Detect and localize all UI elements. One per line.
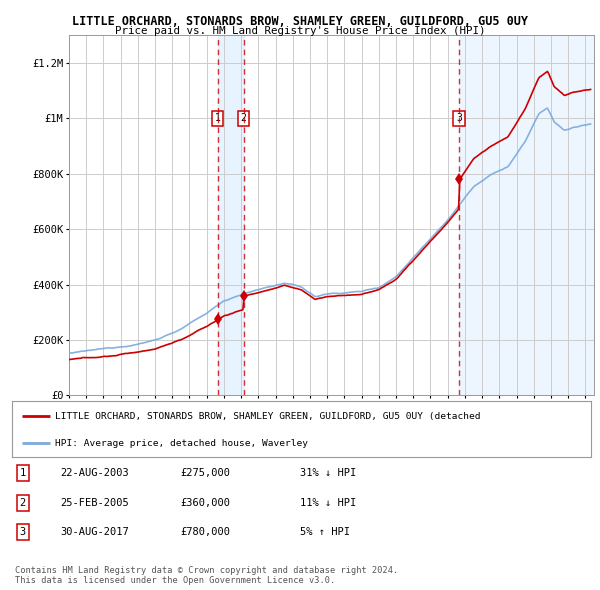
Bar [459,35,594,395]
Text: £360,000: £360,000 [180,498,230,507]
Text: 3: 3 [20,527,26,537]
Text: 1: 1 [20,468,26,478]
Text: £275,000: £275,000 [180,468,230,478]
Text: LITTLE ORCHARD, STONARDS BROW, SHAMLEY GREEN, GUILDFORD, GU5 0UY (detached: LITTLE ORCHARD, STONARDS BROW, SHAMLEY G… [55,412,481,421]
Text: 25-FEB-2005: 25-FEB-2005 [60,498,129,507]
Text: 22-AUG-2003: 22-AUG-2003 [60,468,129,478]
Text: 5% ↑ HPI: 5% ↑ HPI [300,527,350,537]
Bar [218,35,244,395]
Text: £780,000: £780,000 [180,527,230,537]
Text: 1: 1 [215,113,221,123]
Text: LITTLE ORCHARD, STONARDS BROW, SHAMLEY GREEN, GUILDFORD, GU5 0UY: LITTLE ORCHARD, STONARDS BROW, SHAMLEY G… [72,15,528,28]
Text: 3: 3 [456,113,462,123]
Text: 2: 2 [20,498,26,507]
Text: 30-AUG-2017: 30-AUG-2017 [60,527,129,537]
Text: 11% ↓ HPI: 11% ↓ HPI [300,498,356,507]
Text: HPI: Average price, detached house, Waverley: HPI: Average price, detached house, Wave… [55,439,308,448]
Text: 2: 2 [241,113,247,123]
Text: 31% ↓ HPI: 31% ↓ HPI [300,468,356,478]
Text: Price paid vs. HM Land Registry's House Price Index (HPI): Price paid vs. HM Land Registry's House … [115,26,485,36]
Text: Contains HM Land Registry data © Crown copyright and database right 2024.
This d: Contains HM Land Registry data © Crown c… [15,566,398,585]
